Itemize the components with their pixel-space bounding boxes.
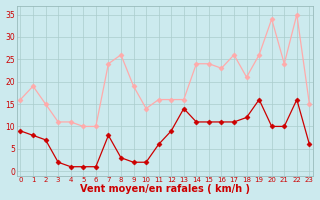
X-axis label: Vent moyen/en rafales ( km/h ): Vent moyen/en rafales ( km/h ) [80, 184, 250, 194]
